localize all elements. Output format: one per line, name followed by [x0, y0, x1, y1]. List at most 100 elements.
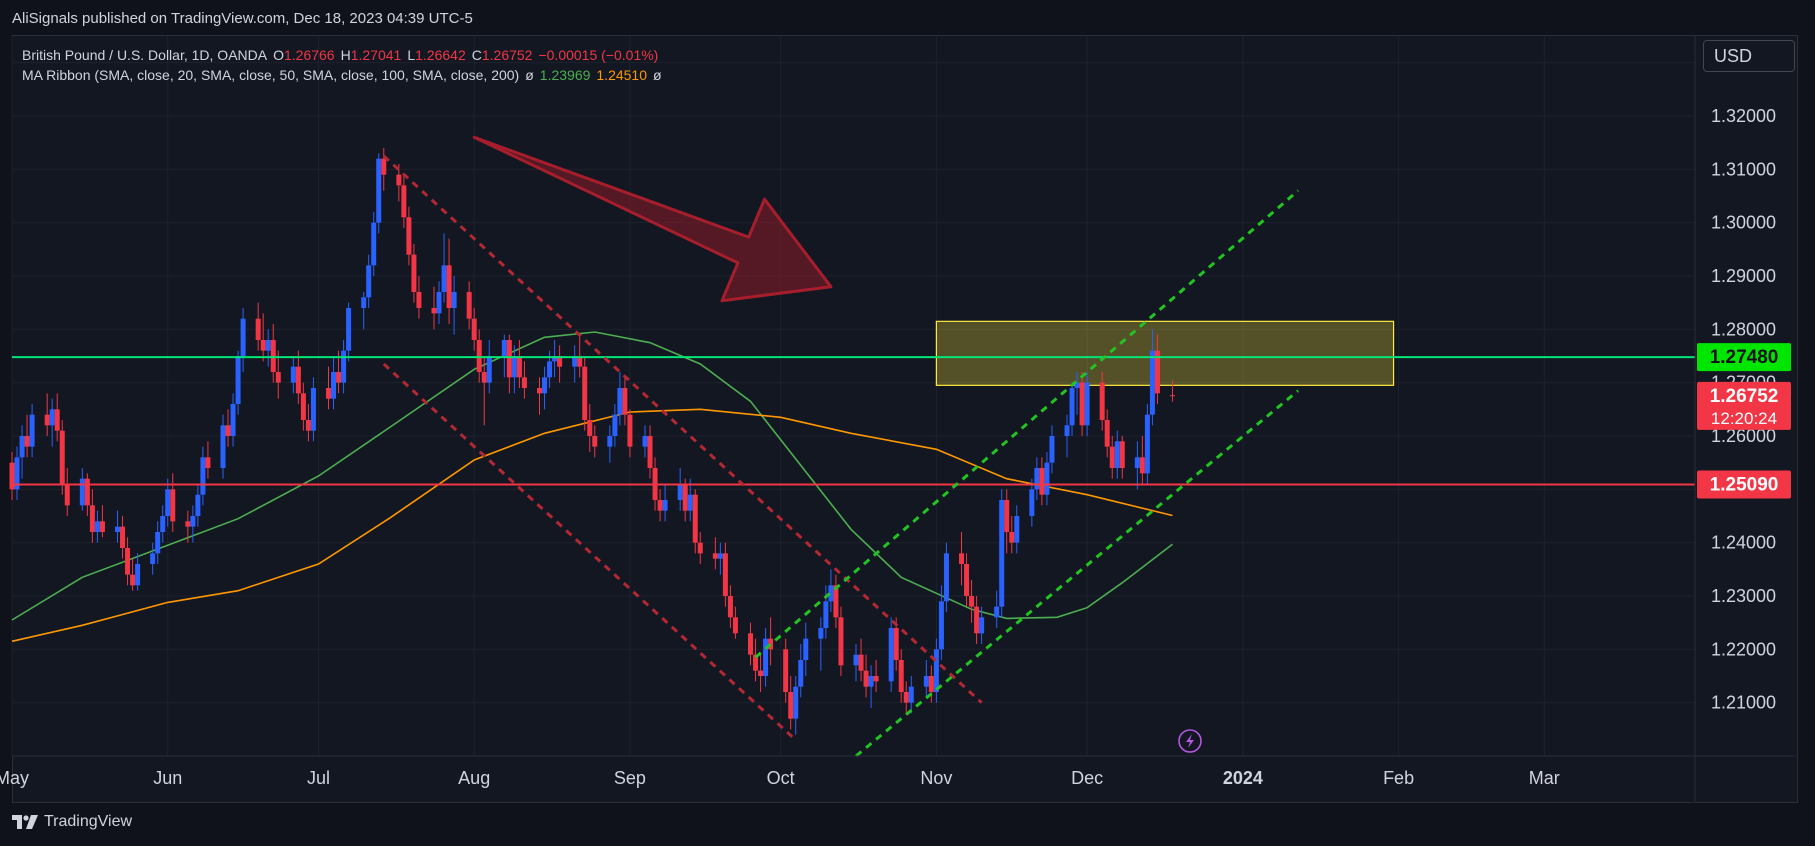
candle-body [873, 676, 879, 682]
candle-body [481, 372, 487, 383]
candle-body [798, 660, 804, 687]
candle-body [396, 174, 402, 186]
candle-body [803, 638, 809, 660]
price-label-resistance [1697, 343, 1791, 372]
candle-body [300, 393, 306, 420]
candle-body [1029, 489, 1035, 516]
ma-value-200: 1.24510 [596, 67, 647, 83]
candle-body [185, 521, 191, 527]
footer-brand[interactable]: TradingView [44, 813, 133, 830]
candle-body [511, 356, 517, 378]
x-tick-label: Jun [153, 768, 182, 788]
replay-icon[interactable] [1178, 729, 1202, 753]
candle-body [451, 292, 457, 308]
symbol-description[interactable]: British Pound / U.S. Dollar, 1D, OANDA [22, 47, 268, 63]
countdown-label: 12:20:24 [1711, 409, 1777, 428]
ma-line-sma-50 [11, 331, 1173, 621]
candle-body [898, 660, 904, 692]
candle-body [537, 388, 543, 394]
y-tick-label: 1.21000 [1711, 693, 1776, 713]
candle-body [999, 500, 1005, 607]
candle-body [305, 420, 311, 431]
candle-body [44, 414, 50, 426]
candle-body [979, 617, 985, 634]
candle-body [662, 500, 668, 511]
candle-body [1009, 532, 1015, 543]
open-value: 1.26766 [283, 47, 335, 63]
y-tick-label: 1.26000 [1711, 426, 1776, 446]
candle-body [130, 574, 136, 586]
candle-body [235, 356, 241, 404]
candle-body [1109, 446, 1115, 468]
x-tick-label: Sep [614, 768, 646, 788]
candle-body [642, 436, 648, 447]
candle-body [230, 404, 236, 436]
candle-body [923, 676, 929, 687]
candle-body [205, 457, 211, 468]
candle-body [135, 564, 141, 586]
candle-body [240, 318, 246, 356]
candle-body [84, 478, 90, 506]
candle-body [346, 308, 352, 351]
candle-body [1144, 414, 1150, 474]
x-tick-label: Jul [307, 768, 330, 788]
candle-body [1139, 457, 1145, 474]
candle-body [1099, 382, 1105, 420]
price-label-text: 1.25090 [1710, 475, 1779, 496]
candle-body [552, 356, 558, 362]
candle-body [225, 425, 231, 436]
candle-body [1039, 468, 1045, 495]
candle-body [647, 436, 653, 468]
candle-body [115, 526, 121, 532]
candle-body [466, 292, 472, 319]
candle-body [64, 484, 70, 506]
candle-body [155, 532, 161, 554]
candle-body [1104, 420, 1110, 447]
candle-body [868, 676, 874, 687]
candle-body [326, 388, 332, 399]
candle-body [959, 553, 965, 564]
candle-body [1069, 388, 1075, 426]
candle-body [19, 436, 25, 458]
chart-legend: British Pound / U.S. Dollar, 1D, OANDA O… [22, 45, 662, 85]
y-tick-label: 1.23000 [1711, 586, 1776, 606]
candle-body [14, 457, 20, 490]
candle-body [893, 628, 899, 660]
candle-body [1114, 441, 1120, 468]
plot-background [12, 36, 1695, 756]
candle-body [89, 505, 95, 532]
channel-line [382, 362, 797, 742]
high-label: H [340, 47, 351, 63]
price-label-text: 1.27480 [1710, 347, 1779, 368]
trend-channels [382, 154, 1300, 758]
candle-body [677, 484, 683, 500]
ma-ribbon-title[interactable]: MA Ribbon (SMA, close, 20, SMA, close, 5… [22, 67, 520, 83]
candle-body [697, 542, 703, 554]
tradingview-logo-icon [12, 815, 38, 829]
currency-button[interactable]: USD [1703, 40, 1795, 72]
candle-body [366, 265, 372, 298]
candle-body [582, 366, 588, 420]
candle-body [1079, 382, 1085, 426]
down-arrow-shape [472, 135, 833, 303]
candle-body [1134, 457, 1140, 468]
y-tick-label: 1.22000 [1711, 639, 1776, 659]
candle-body [793, 686, 799, 719]
candle-body [521, 377, 527, 388]
down-arrow-drawing [472, 135, 833, 303]
candle-body [195, 494, 201, 516]
candle-body [476, 340, 482, 372]
candle-body [938, 601, 944, 650]
candle-body [547, 361, 553, 378]
candle-body [692, 494, 698, 543]
x-tick-label: Feb [1383, 768, 1414, 788]
candle-body [712, 553, 718, 559]
price-labels: 1.27480 1.26752 12:20:24 1.25090 [1697, 343, 1791, 499]
candle-body [768, 638, 774, 650]
candle-body [361, 297, 367, 308]
candle-body [220, 425, 226, 468]
candle-body [607, 436, 613, 447]
x-tick-label: Dec [1071, 768, 1103, 788]
candle-body [928, 676, 934, 692]
